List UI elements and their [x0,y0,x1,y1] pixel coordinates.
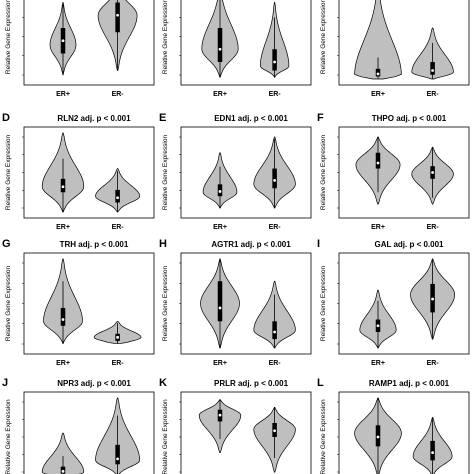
panel-title: TRH adj. p < 0.001 [60,240,129,249]
x-tick-label: ER- [427,224,440,231]
median-dot [273,60,276,64]
median-dot [431,69,434,72]
panel-title: RLN2 adj. p < 0.001 [57,114,131,123]
median-dot [218,190,222,193]
panel-letter: G [2,238,11,250]
panel-f: F THPO adj. p < 0.001 Relative Gene Expres… [317,112,470,231]
panel-i: I GAL adj. p < 0.001 Relative Gene Express… [317,238,470,367]
x-tick-label: ER- [269,360,282,367]
plot-frame [23,126,155,219]
panel-letter: J [2,377,8,389]
median-dot [376,324,380,328]
y-axis-label: Relative Gene Expression [320,0,327,74]
median-dot [218,413,222,417]
y-axis-label: Relative Gene Expression [162,0,169,74]
panel-top-3: Relative Gene Expression ER+ ER- [320,0,470,98]
x-tick-label: ER- [112,224,125,231]
panel-title: AGTR1 adj. p < 0.001 [211,240,291,249]
panel-letter: L [317,377,324,389]
median-dot [376,72,380,76]
x-tick-label: ER+ [371,91,385,98]
y-axis-label: Relative Gene Expression [162,135,169,211]
y-axis-label: Relative Gene Expression [320,266,327,342]
panel-e: E EDN1 adj. p < 0.001 Relative Gene Expres… [159,112,312,231]
violin-er-pos [41,432,85,474]
x-tick-label: ER- [112,91,125,98]
panel-top-1: Relative Gene Expression ER+ ER- [5,0,155,98]
median-dot [431,297,434,301]
x-tick-label: ER+ [371,360,385,367]
y-axis-label: Relative Gene Expression [320,135,327,211]
y-axis-label: Relative Gene Expression [5,266,12,342]
x-tick-label: ER+ [56,91,70,98]
x-tick-label: ER- [269,224,282,231]
panel-d: D RLN2 adj. p < 0.001 Relative Gene Expres… [2,112,155,231]
median-dot [376,435,380,439]
panel-title: NPR3 adj. p < 0.001 [57,379,131,388]
panel-k: K PRLR adj. p < 0.001 Relative Gene Expres… [159,377,312,474]
median-dot [116,335,119,339]
x-tick-label: ER+ [371,224,385,231]
panel-h: H AGTR1 adj. p < 0.001 Relative Gene Expre… [159,238,312,367]
x-tick-label: ER- [427,91,440,98]
median-dot [273,330,276,334]
panel-letter: F [317,112,324,124]
y-axis-label: Relative Gene Expression [5,135,12,211]
median-dot [61,469,65,473]
plot-frame [180,0,312,86]
y-axis-label: Relative Gene Expression [5,0,12,74]
median-dot [61,318,65,321]
y-axis-label: Relative Gene Expression [162,399,169,474]
x-tick-label: ER+ [56,360,70,367]
panel-l: L RAMP1 adj. p < 0.001 Relative Gene Expre… [317,377,470,474]
panel-j: J NPR3 adj. p < 0.001 Relative Gene Expres… [2,377,155,474]
median-dot [116,13,119,17]
x-tick-label: ER+ [213,224,227,231]
median-dot [273,429,276,433]
x-tick-label: ER- [112,360,125,367]
panel-title: PRLR adj. p < 0.001 [214,379,289,388]
panel-title: GAL adj. p < 0.001 [375,240,445,249]
median-dot [116,457,119,461]
median-dot [431,451,434,454]
x-tick-label: ER- [427,360,440,367]
panel-title: RAMP1 adj. p < 0.001 [369,379,450,388]
median-dot [61,185,65,189]
y-axis-label: Relative Gene Expression [5,399,12,474]
median-dot [431,171,434,174]
x-tick-label: ER+ [213,360,227,367]
violin-er-pos [354,0,402,80]
x-tick-label: ER- [269,91,282,98]
x-tick-label: ER+ [213,91,227,98]
panel-letter: K [159,377,167,389]
panel-letter: I [317,238,320,250]
y-axis-label: Relative Gene Expression [162,266,169,342]
panel-g: G TRH adj. p < 0.001 Relative Gene Express… [2,238,155,367]
panel-top-2: Relative Gene Expression ER+ ER- [162,0,312,98]
median-dot [116,196,119,200]
median-dot [61,39,65,43]
y-axis-label: Relative Gene Expression [320,399,327,474]
median-dot [273,179,276,182]
median-dot [218,47,222,51]
x-tick-label: ER+ [56,224,70,231]
panel-letter: H [159,238,167,250]
panel-title: THPO adj. p < 0.001 [372,114,447,123]
panel-title: EDN1 adj. p < 0.001 [214,114,288,123]
median-dot [376,161,380,165]
panel-letter: D [2,112,10,124]
panel-letter: E [159,112,166,124]
median-dot [218,306,222,310]
